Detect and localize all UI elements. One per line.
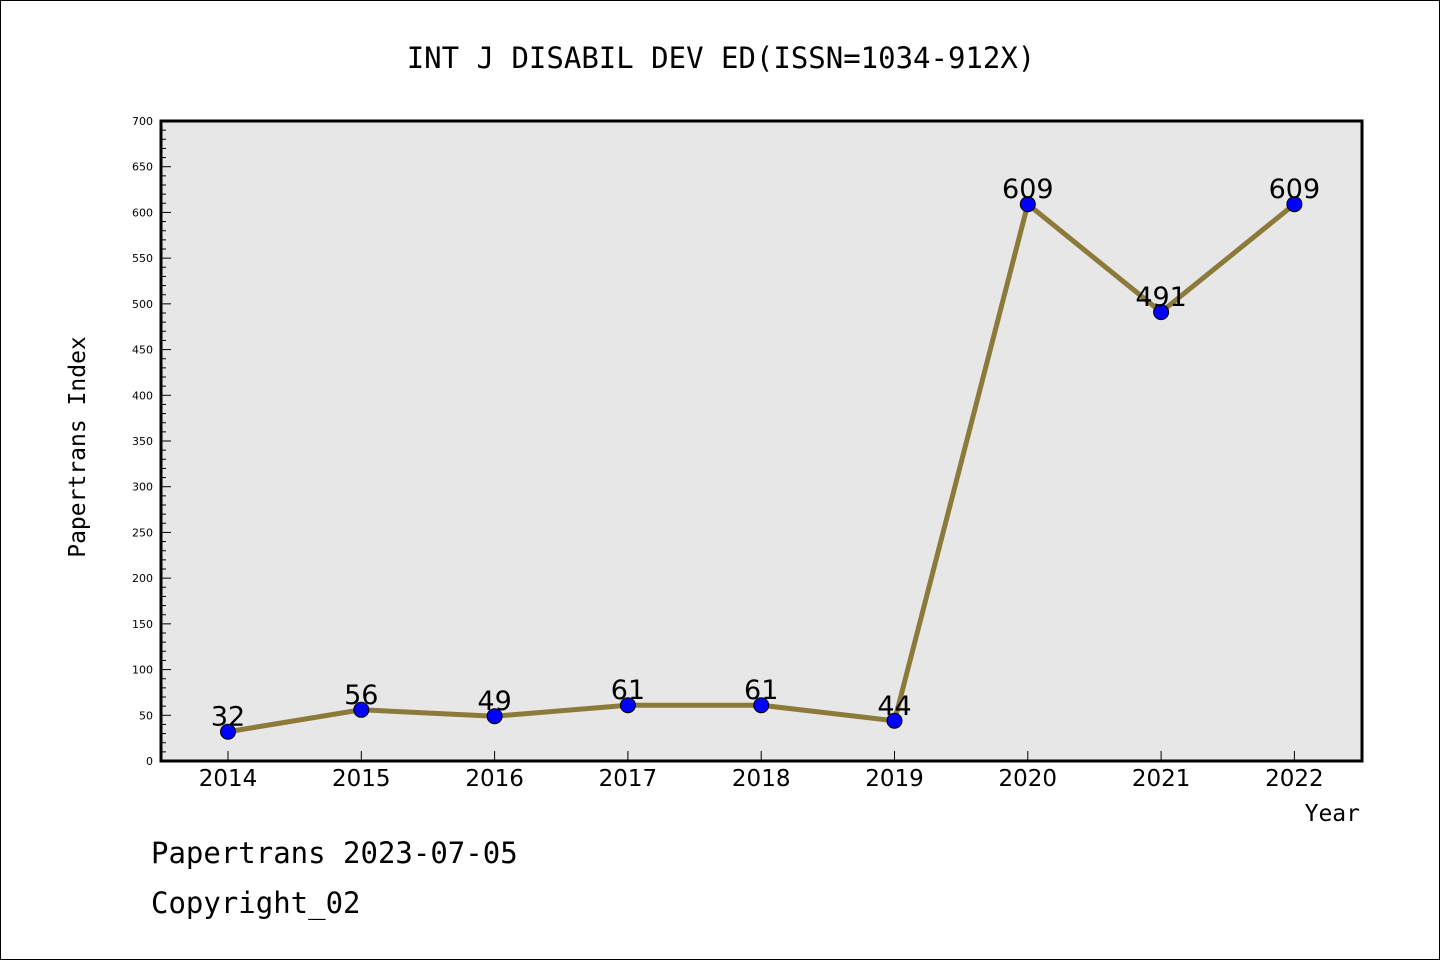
data-point bbox=[220, 723, 236, 740]
x-tick-label: 2021 bbox=[1132, 766, 1191, 792]
data-point bbox=[1019, 196, 1036, 213]
data-label: 61 bbox=[744, 675, 778, 706]
data-point bbox=[486, 708, 503, 725]
data-labels: 32 56 49 61 61 44 609 491 609 bbox=[211, 174, 1320, 733]
y-tick-label: 600 bbox=[132, 206, 153, 219]
data-label: 44 bbox=[877, 691, 911, 722]
y-axis-label: Papertrans Index bbox=[65, 336, 91, 558]
data-label: 61 bbox=[611, 675, 645, 706]
y-tick-label: 300 bbox=[132, 481, 153, 494]
y-tick-label: 450 bbox=[132, 344, 153, 357]
data-point bbox=[1286, 196, 1303, 213]
y-tick-label: 500 bbox=[132, 298, 153, 311]
data-point bbox=[753, 697, 770, 714]
x-tick-label: 2014 bbox=[199, 766, 258, 792]
data-label: 609 bbox=[1269, 174, 1321, 205]
footer-date: Papertrans 2023-07-05 bbox=[151, 836, 518, 870]
y-axis: 0 50 100 150 200 250 300 350 400 450 500 550 600 650 7… bbox=[132, 115, 171, 768]
data-point bbox=[886, 712, 903, 729]
y-tick-label: 400 bbox=[132, 389, 153, 402]
plot-border bbox=[159, 119, 1364, 763]
data-label: 56 bbox=[344, 680, 378, 711]
y-tick-label: 650 bbox=[132, 161, 153, 174]
x-tick-label: 2016 bbox=[465, 766, 524, 792]
y-tick-label: 200 bbox=[132, 572, 153, 585]
series-group bbox=[220, 196, 1303, 740]
x-tick-label: 2022 bbox=[1265, 766, 1324, 792]
y-tick-label: 700 bbox=[132, 115, 153, 128]
x-tick-label: 2018 bbox=[732, 766, 791, 792]
data-label: 491 bbox=[1135, 282, 1187, 313]
data-point bbox=[619, 697, 636, 714]
y-tick-label: 50 bbox=[139, 709, 153, 722]
data-label: 32 bbox=[211, 702, 245, 733]
x-tick-label: 2015 bbox=[332, 766, 391, 792]
x-tick-label: 2017 bbox=[599, 766, 658, 792]
y-tick-label: 0 bbox=[146, 755, 153, 768]
y-tick-label: 150 bbox=[132, 618, 153, 631]
plot-area bbox=[161, 121, 1362, 761]
data-point bbox=[353, 701, 370, 718]
y-tick-label: 250 bbox=[132, 526, 153, 539]
y-tick-label: 350 bbox=[132, 435, 153, 448]
footer-copyright: Copyright_02 bbox=[151, 886, 361, 920]
y-tick-label: 100 bbox=[132, 664, 153, 677]
x-tick-label: 2019 bbox=[865, 766, 924, 792]
data-label: 49 bbox=[477, 686, 511, 717]
data-label: 609 bbox=[1002, 174, 1054, 205]
y-tick-label: 550 bbox=[132, 252, 153, 265]
x-tick-label: 2020 bbox=[999, 766, 1058, 792]
x-axis-label: Year bbox=[1305, 801, 1360, 827]
x-axis: 2014 2015 2016 2017 2018 2019 2020 2021 2022 bbox=[199, 751, 1324, 792]
chart-title: INT J DISABIL DEV ED(ISSN=1034-912X) bbox=[407, 41, 1036, 75]
data-point bbox=[1153, 304, 1170, 321]
